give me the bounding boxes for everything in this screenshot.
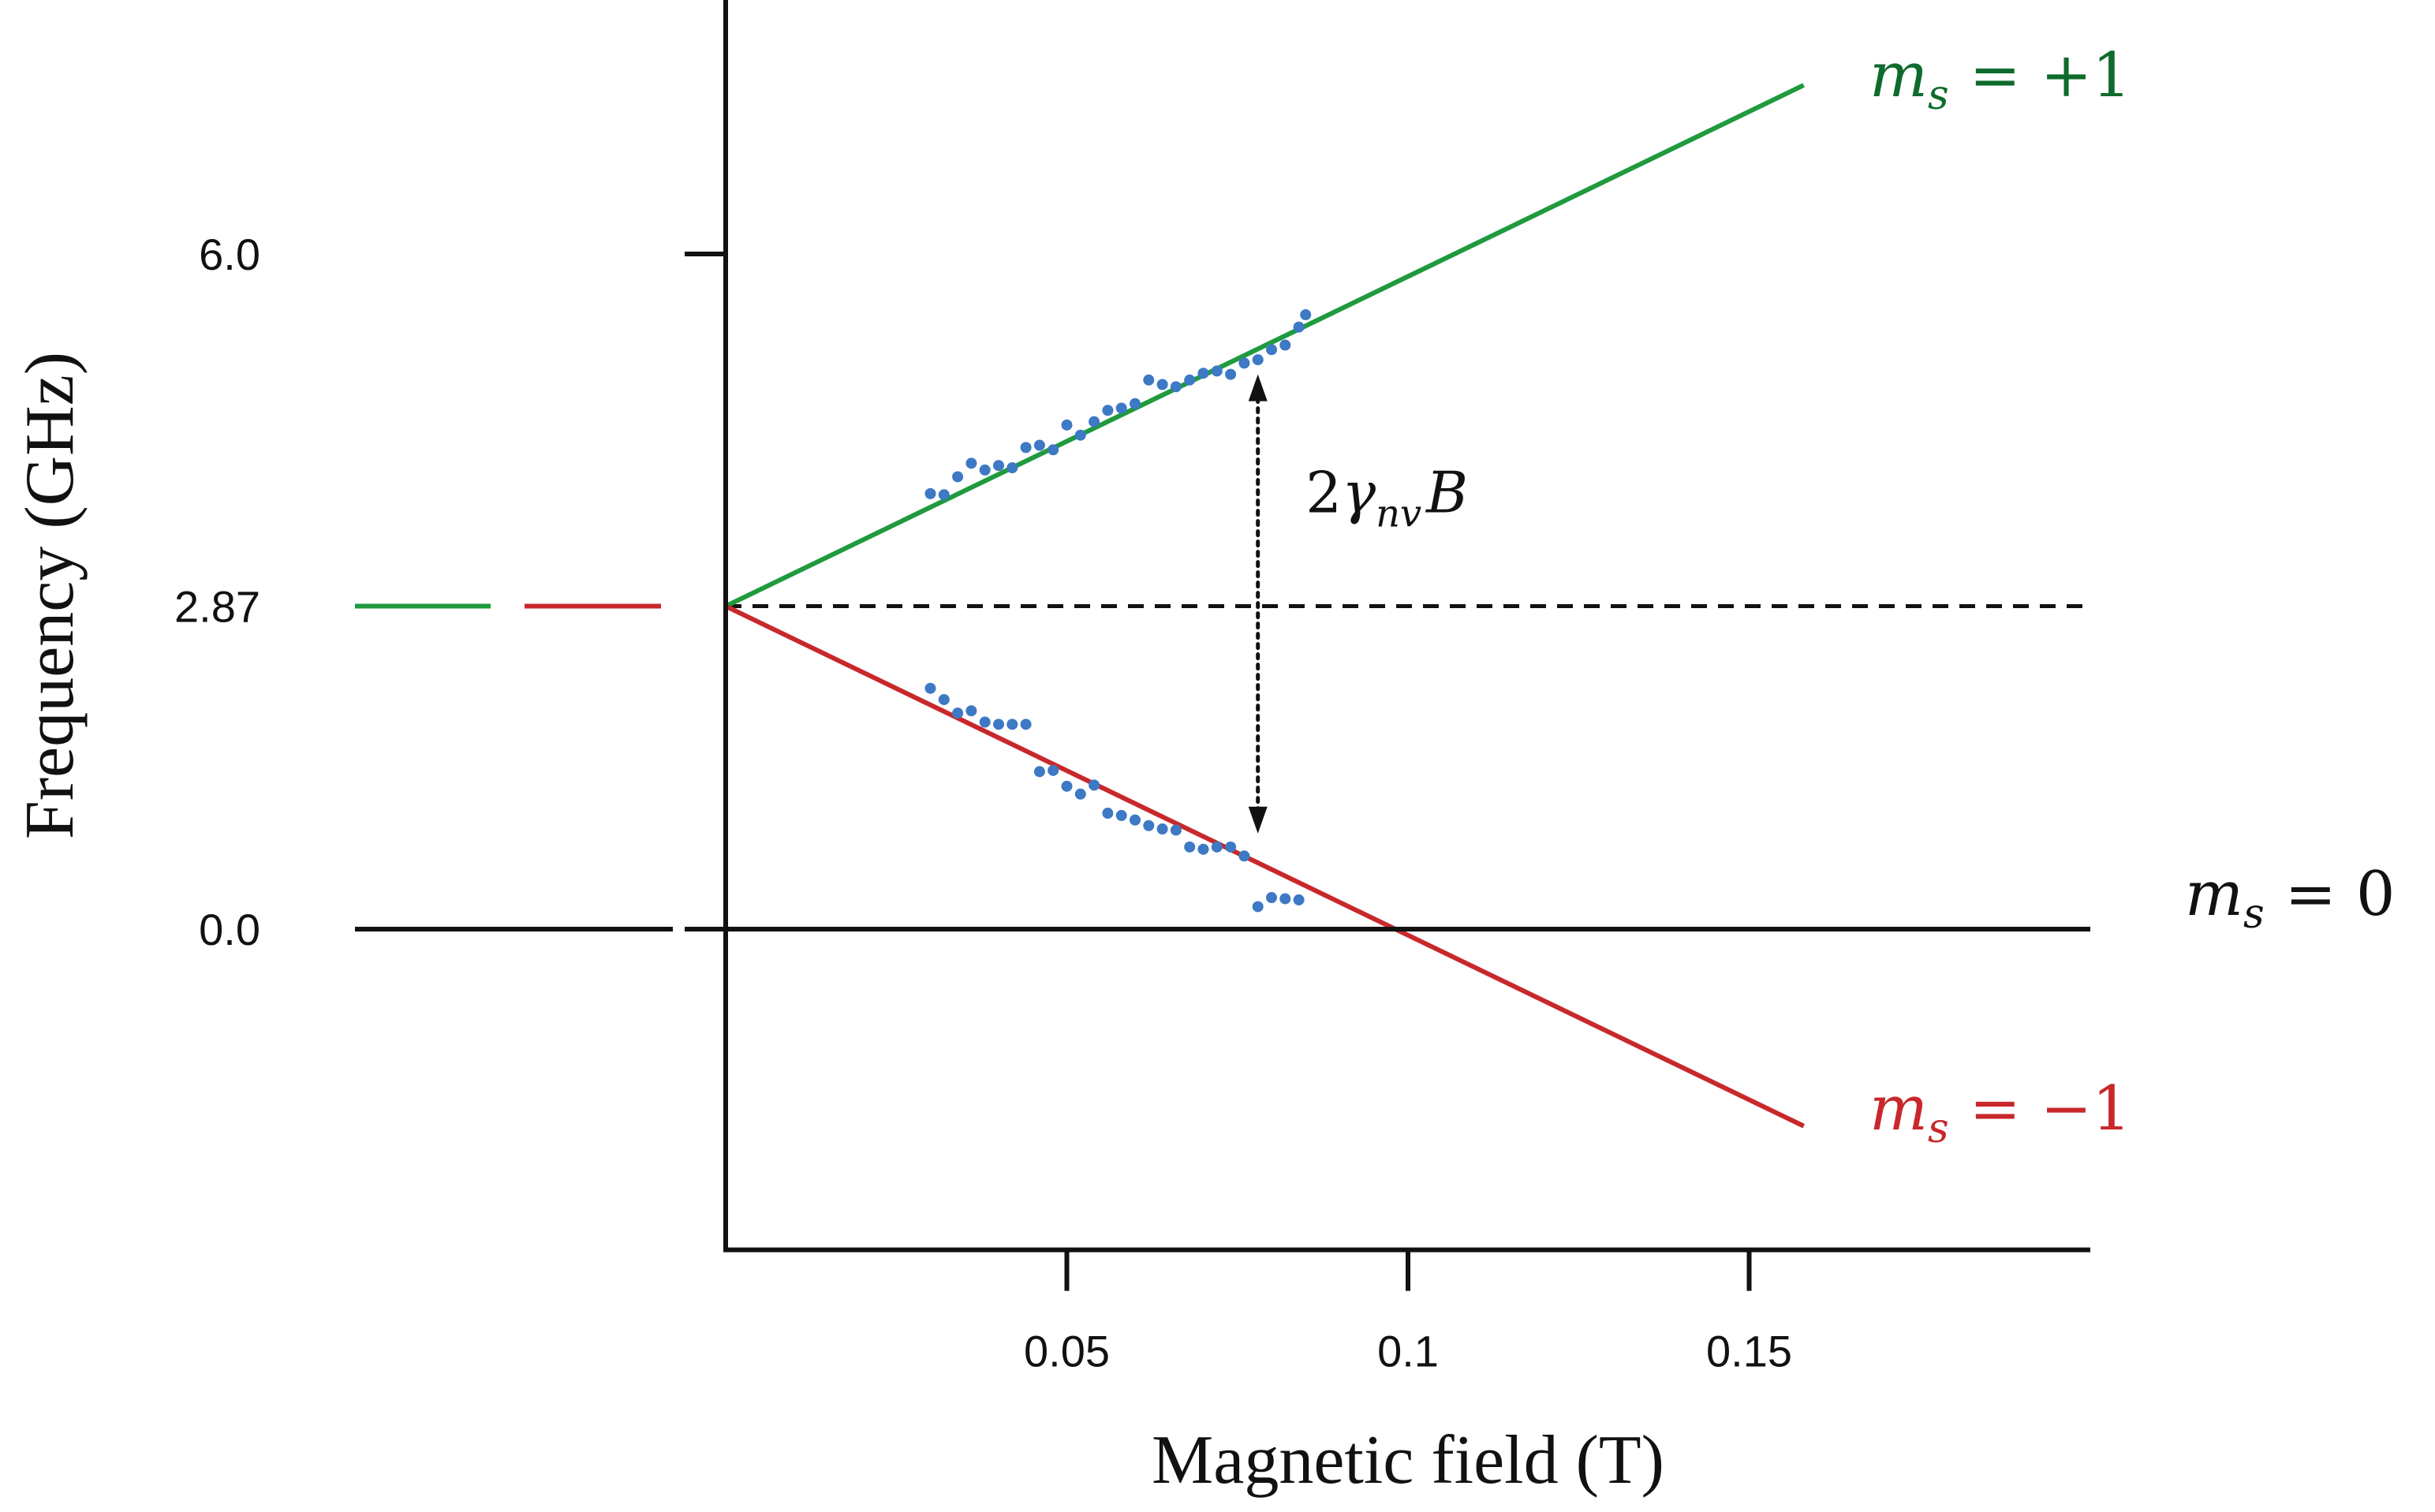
scatter-point (1184, 374, 1196, 386)
arrow-head-bottom (1248, 806, 1268, 834)
scatter-point (1156, 379, 1168, 390)
scatter-upper-branch (924, 309, 1312, 501)
scatter-point (1102, 405, 1114, 416)
scatter-point (1197, 368, 1209, 379)
scatter-point (1266, 344, 1277, 356)
scatter-point (1293, 321, 1305, 333)
scatter-point (952, 707, 964, 719)
y-tick-label: 0.0 (199, 905, 260, 954)
scatter-point (1252, 354, 1264, 366)
scatter-point (1102, 808, 1114, 819)
scatter-point (1033, 766, 1045, 778)
scatter-point (965, 457, 977, 469)
scatter-point (1170, 824, 1182, 836)
scatter-point (1048, 764, 1059, 776)
scatter-point (938, 693, 950, 705)
scatter-point (938, 489, 950, 501)
scatter-point (1006, 719, 1018, 730)
scatter-point (1089, 416, 1100, 427)
series-line-ms-plus1 (724, 83, 1806, 609)
scatter-point (1238, 357, 1250, 369)
scatter-point (1074, 788, 1086, 800)
scatter-point (1266, 892, 1277, 904)
scatter-lower-branch (924, 682, 1305, 913)
scatter-point (1115, 809, 1127, 821)
scatter-point (1170, 381, 1182, 393)
scatter-point (1279, 339, 1291, 351)
zero-field-dashes (355, 603, 673, 931)
series-label-ms-minus1: ms = −1 (1869, 1073, 2131, 1152)
scatter-point (965, 705, 977, 717)
series-label-ms-zero: ms = 0 (2185, 859, 2395, 938)
x-tick-label: 0.05 (1024, 1327, 1110, 1376)
scatter-point (1238, 850, 1250, 862)
scatter-point (924, 682, 936, 694)
scatter-point (1184, 841, 1196, 853)
x-axis-ticks: 0.05 0.1 0.15 (1024, 1249, 1792, 1376)
splitting-label: 2γnvB (1305, 460, 1468, 536)
scatter-point (1130, 398, 1141, 409)
scatter-point (1048, 444, 1059, 456)
scatter-point (993, 719, 1004, 730)
scatter-point (1115, 402, 1127, 414)
scatter-point (1211, 841, 1223, 853)
scatter-point (1156, 823, 1168, 835)
scatter-point (1006, 462, 1018, 474)
scatter-point (1293, 894, 1305, 905)
splitting-label-var: B (1425, 460, 1468, 526)
series-label-ms-plus1: ms = +1 (1869, 40, 2131, 119)
scatter-point (1020, 719, 1032, 730)
splitting-label-coef: 2 (1305, 460, 1342, 526)
scatter-point (1089, 779, 1100, 791)
scatter-point (1061, 419, 1073, 431)
scatter-point (1143, 819, 1155, 831)
x-tick-label: 0.15 (1706, 1327, 1792, 1376)
scatter-point (1211, 365, 1223, 377)
splitting-label-sub: nv (1376, 492, 1421, 536)
y-axis-ticks: 6.0 2.87 0.0 (174, 230, 726, 954)
arrow-head-top (1248, 374, 1268, 401)
scatter-point (1225, 368, 1237, 380)
scatter-point (1130, 814, 1141, 826)
splitting-label-gamma: γ (1342, 460, 1376, 526)
scatter-point (1225, 841, 1237, 853)
y-tick-label: 2.87 (174, 582, 260, 632)
scatter-point (924, 487, 936, 499)
x-tick-label: 0.1 (1377, 1327, 1439, 1376)
scatter-point (1197, 843, 1209, 855)
scatter-point (993, 460, 1004, 472)
scatter-point (1252, 901, 1264, 913)
scatter-point (1020, 442, 1032, 454)
scatter-point (1300, 309, 1312, 321)
scatter-point (1143, 374, 1155, 386)
scatter-point (1061, 780, 1073, 792)
scatter-point (979, 464, 991, 476)
scatter-point (952, 471, 964, 483)
scatter-point (1074, 429, 1086, 441)
scatter-point (1279, 893, 1291, 905)
scatter-point (979, 716, 991, 728)
scatter-point (1033, 439, 1045, 451)
series-line-ms-minus1 (724, 603, 1806, 1129)
y-axis-title: Frequency (GHz) (12, 352, 88, 839)
y-tick-label: 6.0 (199, 230, 260, 279)
x-axis-title: Magnetic field (T) (1152, 1422, 1664, 1499)
splitting-annotation: 2γnvB (1248, 374, 1468, 834)
